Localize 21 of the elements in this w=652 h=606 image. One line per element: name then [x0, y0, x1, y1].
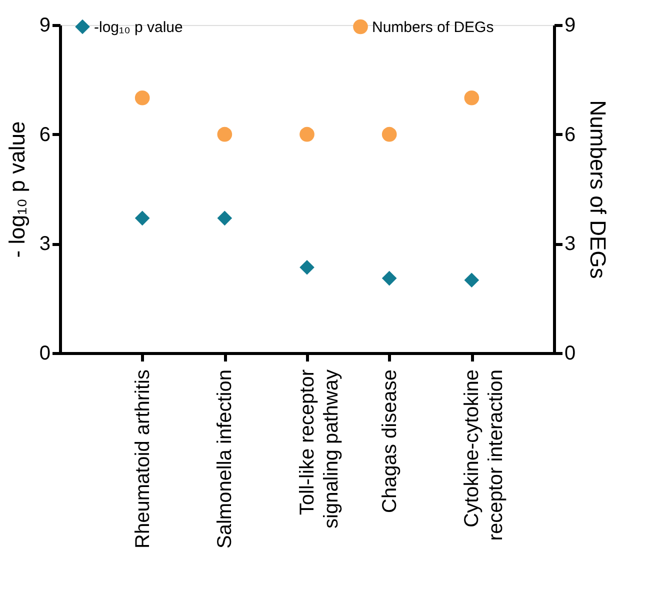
y-tick-label: 9 — [39, 14, 50, 36]
x-tick-label: Salmonella infection — [214, 370, 236, 548]
y-tick-label: 6 — [39, 124, 50, 146]
y2-tick-label: 0 — [564, 342, 576, 364]
y2-tick-label: 6 — [564, 124, 576, 146]
point — [382, 270, 397, 286]
point — [134, 210, 150, 226]
legend-label: Numbers of DEGs — [372, 18, 494, 36]
point — [300, 260, 314, 275]
y2-tick-label: 9 — [564, 14, 576, 36]
x-tick-label: Rheumatoid arthritis — [132, 370, 154, 548]
x-tick-label: Chagas disease — [378, 370, 401, 513]
y2-axis-title: Numbers of DEGs — [586, 100, 611, 279]
point — [217, 210, 232, 226]
y-axis-title: - log₁₀ p value — [4, 121, 30, 258]
y-tick-label: 0 — [39, 342, 50, 364]
y-tick-label: 3 — [39, 233, 50, 256]
point — [464, 272, 480, 288]
legend-label: -log₁₀ p value — [94, 18, 183, 36]
x-tick-label: Toll-like receptor signaling pathway — [296, 369, 342, 528]
y2-tick-label: 3 — [564, 233, 576, 256]
